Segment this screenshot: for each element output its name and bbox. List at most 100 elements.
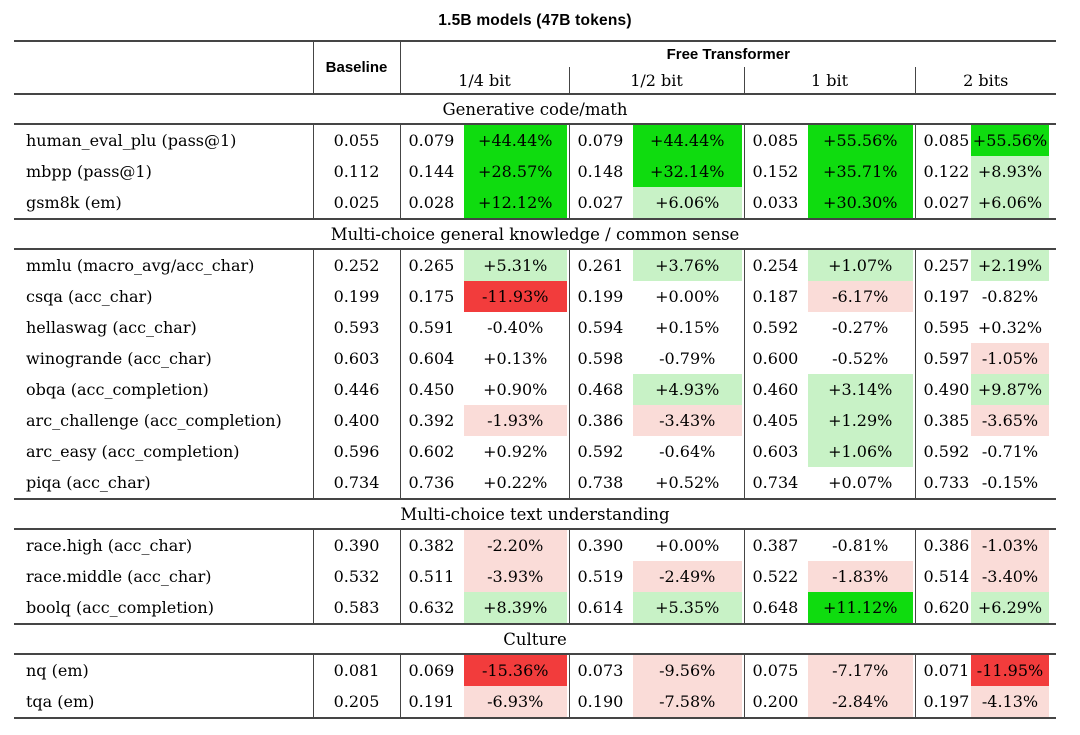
metric-value: 0.197 [923, 287, 970, 306]
delta-cell: -0.52% [808, 343, 916, 374]
delta-cell: +11.12% [808, 592, 916, 624]
table-title: 1.5B models (47B tokens) [438, 12, 632, 29]
metric-value: 0.085 [923, 131, 970, 150]
table-row: winogrande (acc_char) 0.603 0.604 +0.13%… [14, 343, 1056, 374]
header-row-1: Baseline Free Transformer [14, 40, 1057, 95]
metric-label: boolq (acc_completion) [14, 592, 314, 624]
delta-badge: -4.13% [971, 686, 1050, 716]
metric-label: race.high (acc_char) [14, 529, 314, 561]
delta-badge: +6.06% [971, 187, 1050, 218]
delta-badge: -1.83% [808, 561, 913, 592]
metric-value: 0.514 [923, 567, 970, 586]
metric-label: mmlu (macro_avg/acc_char) [14, 249, 314, 281]
metric-value: 0.734 [752, 473, 799, 492]
delta-badge: +32.14% [633, 156, 742, 187]
metric-value: 0.152 [752, 162, 799, 181]
table-header: Baseline Free Transformer 1/4 bit 1/2 bi… [14, 40, 1057, 95]
delta-cell: +9.87% [971, 374, 1056, 405]
delta-cell: -3.65% [971, 405, 1056, 436]
delta-badge: +44.44% [633, 125, 742, 156]
metric-value: 0.187 [752, 287, 799, 306]
metric-value: 0.027 [577, 193, 624, 212]
baseline-value: 0.199 [313, 281, 401, 312]
bit-column-header: 1/4 bit [400, 67, 569, 95]
metric-value: 0.603 [752, 442, 799, 461]
metric-value: 0.591 [408, 318, 455, 337]
delta-badge: +3.76% [633, 250, 742, 281]
delta-badge: +4.93% [633, 374, 742, 405]
metric-label: gsm8k (em) [14, 187, 314, 219]
delta-badge: +35.71% [808, 156, 913, 187]
delta-cell: +0.15% [633, 312, 745, 343]
metric-value: 0.028 [408, 193, 455, 212]
section-title: Generative code/math [14, 93, 1057, 125]
table-row: boolq (acc_completion) 0.583 0.632 +8.39… [14, 592, 1056, 624]
delta-badge: -0.15% [981, 473, 1039, 492]
delta-cell: +30.30% [808, 187, 916, 219]
metric-value: 0.265 [408, 256, 455, 275]
delta-cell: +55.56% [971, 124, 1056, 156]
delta-cell: +0.07% [808, 467, 916, 499]
delta-cell: +6.06% [971, 187, 1056, 219]
delta-badge: +0.15% [655, 318, 720, 337]
metric-value: 0.079 [408, 131, 455, 150]
metric-value: 0.511 [408, 567, 455, 586]
metric-value: 0.148 [577, 162, 624, 181]
metric-value: 0.592 [752, 318, 799, 337]
metric-value: 0.190 [569, 686, 633, 719]
table-row: piqa (acc_char) 0.734 0.736 +0.22% 0.738… [14, 467, 1056, 499]
delta-cell: -0.15% [971, 467, 1056, 499]
delta-cell: -1.03% [971, 529, 1056, 561]
delta-cell: -1.83% [808, 561, 916, 592]
metric-value: 0.600 [752, 349, 799, 368]
table-row: hellaswag (acc_char) 0.593 0.591 -0.40% … [14, 312, 1056, 343]
delta-badge: -0.64% [659, 442, 716, 461]
baseline-value: 0.081 [313, 654, 401, 686]
delta-cell: +6.29% [971, 592, 1056, 624]
baseline-header: Baseline [313, 40, 401, 95]
metric-value: 0.144 [408, 162, 455, 181]
delta-cell: -2.49% [633, 561, 745, 592]
metric-value: 0.519 [577, 567, 624, 586]
delta-cell: +5.35% [633, 592, 745, 624]
metric-value: 0.736 [408, 473, 455, 492]
baseline-value: 0.252 [313, 249, 401, 281]
results-table: Baseline Free Transformer 1/4 bit 1/2 bi… [14, 40, 1057, 719]
delta-badge: +1.29% [808, 405, 913, 436]
metric-value: 0.490 [923, 380, 970, 399]
delta-cell: -9.56% [633, 654, 745, 686]
delta-cell: +0.13% [464, 343, 570, 374]
baseline-value: 0.532 [313, 561, 401, 592]
delta-badge: +6.29% [971, 592, 1050, 623]
delta-badge: -0.27% [832, 318, 889, 337]
delta-cell: +8.39% [464, 592, 570, 624]
baseline-value: 0.400 [313, 405, 401, 436]
baseline-value: 0.734 [313, 467, 401, 499]
section-row: Generative code/math [14, 93, 1057, 125]
metric-value: 0.648 [752, 598, 799, 617]
bit-column-header: 1 bit [743, 67, 915, 95]
delta-badge: +12.12% [464, 187, 567, 218]
metric-value: 0.620 [923, 598, 970, 617]
delta-badge: +5.35% [633, 592, 742, 623]
delta-cell: -7.17% [808, 654, 916, 686]
section-title: Multi-choice text understanding [14, 498, 1057, 530]
delta-badge: +8.93% [971, 156, 1050, 187]
baseline-value: 0.593 [313, 312, 401, 343]
metric-column-header [14, 40, 314, 95]
metric-value: 0.386 [923, 536, 970, 555]
metric-value: 0.075 [752, 661, 799, 680]
metric-value: 0.592 [577, 442, 624, 461]
metric-value: 0.069 [408, 661, 455, 680]
delta-badge: -0.40% [487, 318, 544, 337]
delta-cell: -0.81% [808, 529, 916, 561]
delta-badge: +0.92% [483, 442, 548, 461]
metric-label: tqa (em) [14, 686, 314, 719]
delta-badge: -11.93% [464, 281, 567, 312]
delta-cell: -15.36% [464, 654, 570, 686]
delta-badge: -0.82% [981, 287, 1039, 306]
delta-badge: -0.81% [832, 536, 889, 555]
delta-badge: -1.93% [464, 405, 567, 436]
delta-cell: +0.22% [464, 467, 570, 499]
delta-badge: +0.00% [655, 536, 720, 555]
